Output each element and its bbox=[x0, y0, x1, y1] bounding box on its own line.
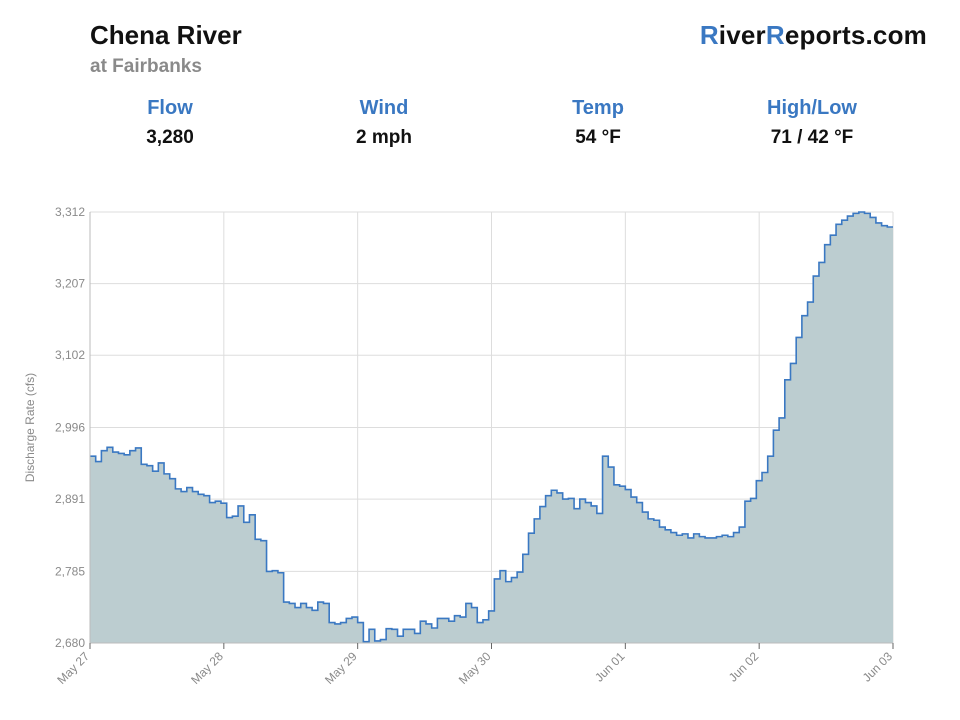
y-tick-label-0: 2,680 bbox=[55, 636, 85, 650]
x-tick-label-2: May 29 bbox=[322, 649, 360, 687]
stat-flow-label: Flow bbox=[147, 97, 193, 119]
stat-flow-value: 3,280 bbox=[146, 127, 194, 148]
x-tick-label-1: May 28 bbox=[188, 649, 226, 687]
stat-wind: Wind 2 mph bbox=[294, 97, 474, 149]
stat-temp-label: Temp bbox=[572, 97, 624, 119]
y-tick-label-3: 2,996 bbox=[55, 421, 85, 435]
stat-wind-label: Wind bbox=[359, 97, 409, 119]
river-location: at Fairbanks bbox=[90, 56, 202, 77]
y-tick-label-4: 3,102 bbox=[55, 348, 85, 362]
y-axis-title: Discharge Rate (cfs) bbox=[23, 373, 37, 482]
series-area bbox=[90, 212, 893, 643]
stat-wind-value: 2 mph bbox=[356, 127, 412, 148]
y-tick-label-5: 3,207 bbox=[55, 277, 85, 291]
x-tick-label-5: Jun 02 bbox=[726, 649, 762, 685]
x-tick-label-6: Jun 03 bbox=[860, 649, 896, 685]
y-tick-label-6: 3,312 bbox=[55, 205, 85, 219]
x-tick-label-0: May 27 bbox=[54, 649, 92, 687]
series-line bbox=[90, 211, 893, 643]
stat-temp: Temp 54 °F bbox=[508, 97, 688, 149]
stat-flow: Flow 3,280 bbox=[80, 97, 260, 149]
x-tick-label-3: May 30 bbox=[456, 649, 494, 687]
river-title: Chena River bbox=[90, 20, 242, 50]
y-tick-label-1: 2,785 bbox=[55, 564, 85, 578]
x-tick-label-4: Jun 01 bbox=[592, 649, 628, 685]
stat-high-low-value: 71 / 42 °F bbox=[770, 127, 854, 148]
stat-high-low-label: High/Low bbox=[767, 97, 857, 119]
brand-logo[interactable]: RiverReports.com bbox=[699, 20, 927, 50]
y-tick-label-2: 2,891 bbox=[55, 492, 85, 506]
stat-high-low: High/Low 71 / 42 °F bbox=[722, 97, 902, 149]
stat-temp-value: 54 °F bbox=[575, 127, 621, 148]
